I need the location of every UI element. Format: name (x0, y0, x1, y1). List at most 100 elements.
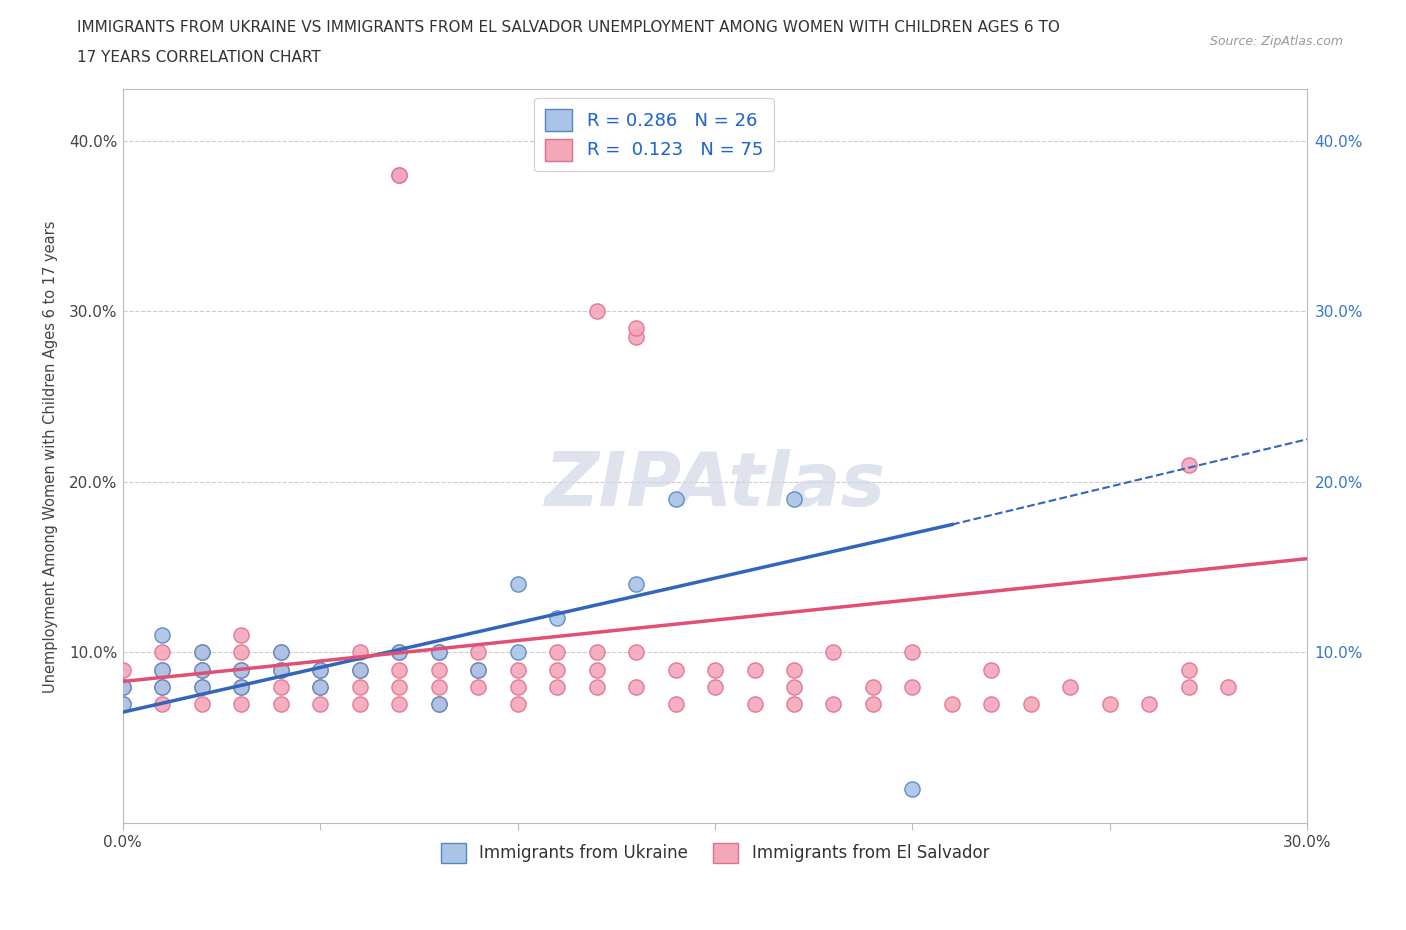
Point (270, 645, 292, 660)
Point (467, 662, 489, 677)
Point (150, 679, 173, 694)
Point (270, 645, 292, 660)
Point (901, 645, 924, 660)
Point (229, 645, 252, 660)
Point (427, 645, 450, 660)
Point (229, 628, 252, 643)
Point (388, 645, 411, 660)
Point (783, 491, 806, 506)
Point (901, 781, 924, 796)
Point (1139, 697, 1161, 711)
Point (546, 645, 568, 660)
Point (229, 679, 252, 694)
Point (506, 577, 529, 591)
Point (309, 662, 332, 677)
Point (506, 662, 529, 677)
Point (624, 577, 647, 591)
Point (349, 662, 371, 677)
Point (506, 679, 529, 694)
Point (980, 662, 1002, 677)
Point (704, 662, 727, 677)
Text: IMMIGRANTS FROM UKRAINE VS IMMIGRANTS FROM EL SALVADOR UNEMPLOYMENT AMONG WOMEN : IMMIGRANTS FROM UKRAINE VS IMMIGRANTS FR… (77, 20, 1060, 35)
Point (506, 697, 529, 711)
Point (664, 491, 686, 506)
Point (190, 679, 212, 694)
Point (309, 662, 332, 677)
Point (270, 662, 292, 677)
Point (546, 679, 568, 694)
Point (388, 679, 411, 694)
Point (704, 679, 727, 694)
Point (111, 679, 134, 694)
Point (150, 662, 173, 677)
Legend: Immigrants from Ukraine, Immigrants from El Salvador: Immigrants from Ukraine, Immigrants from… (434, 836, 995, 870)
Point (862, 697, 884, 711)
Point (546, 662, 568, 677)
Point (111, 697, 134, 711)
Point (190, 645, 212, 660)
Point (427, 697, 450, 711)
Point (388, 167, 411, 182)
Point (823, 697, 845, 711)
Text: ZIPAtlas: ZIPAtlas (544, 449, 886, 522)
Point (624, 321, 647, 336)
Point (664, 662, 686, 677)
Point (388, 697, 411, 711)
Point (1178, 458, 1201, 472)
Point (229, 662, 252, 677)
Point (624, 329, 647, 344)
Point (270, 679, 292, 694)
Point (467, 679, 489, 694)
Point (270, 697, 292, 711)
Point (111, 697, 134, 711)
Point (783, 662, 806, 677)
Point (150, 679, 173, 694)
Point (309, 697, 332, 711)
Point (744, 697, 766, 711)
Point (349, 679, 371, 694)
Point (783, 697, 806, 711)
Point (229, 697, 252, 711)
Point (309, 679, 332, 694)
Point (624, 679, 647, 694)
Point (111, 662, 134, 677)
Point (744, 662, 766, 677)
Point (388, 645, 411, 660)
Point (980, 697, 1002, 711)
Point (427, 662, 450, 677)
Point (783, 679, 806, 694)
Point (546, 611, 568, 626)
Point (1178, 662, 1201, 677)
Point (1059, 679, 1081, 694)
Point (150, 645, 173, 660)
Point (349, 697, 371, 711)
Point (309, 679, 332, 694)
Point (349, 662, 371, 677)
Point (150, 628, 173, 643)
Point (270, 662, 292, 677)
Point (862, 679, 884, 694)
Point (190, 662, 212, 677)
Point (1178, 679, 1201, 694)
Point (506, 645, 529, 660)
Point (427, 679, 450, 694)
Y-axis label: Unemployment Among Women with Children Ages 6 to 17 years: Unemployment Among Women with Children A… (44, 220, 58, 693)
Point (823, 645, 845, 660)
Point (388, 167, 411, 182)
Point (1218, 679, 1240, 694)
Point (427, 645, 450, 660)
Point (190, 697, 212, 711)
Point (624, 645, 647, 660)
Point (190, 662, 212, 677)
Point (901, 679, 924, 694)
Text: 17 YEARS CORRELATION CHART: 17 YEARS CORRELATION CHART (77, 50, 321, 65)
Point (467, 662, 489, 677)
Point (388, 662, 411, 677)
Point (150, 697, 173, 711)
Point (585, 679, 607, 694)
Text: Source: ZipAtlas.com: Source: ZipAtlas.com (1209, 35, 1343, 48)
Point (229, 662, 252, 677)
Point (467, 645, 489, 660)
Point (585, 662, 607, 677)
Point (229, 679, 252, 694)
